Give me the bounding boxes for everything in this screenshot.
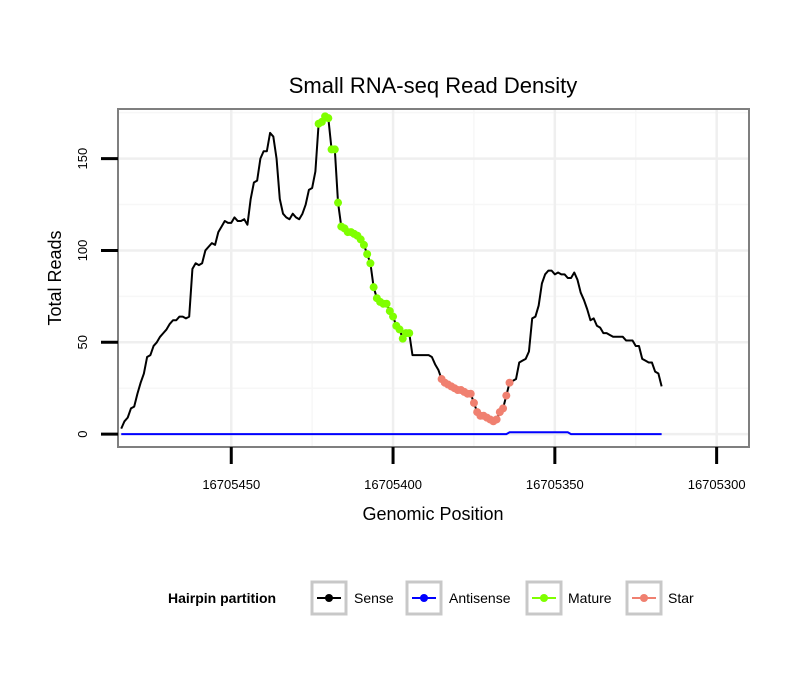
series-points	[314, 112, 514, 426]
legend-key-point-mature	[540, 594, 548, 602]
legend-title: Hairpin partition	[168, 590, 276, 606]
data-point-mature	[382, 299, 391, 308]
data-point-mature	[330, 145, 339, 154]
data-point-mature	[395, 325, 404, 334]
data-point-mature	[369, 283, 378, 292]
legend-label-antisense: Antisense	[449, 590, 511, 606]
legend-key-point-antisense	[420, 594, 428, 602]
y-tick-label: 100	[75, 240, 90, 262]
x-tick-label: 16705400	[364, 477, 422, 492]
series-line-antisense	[121, 431, 662, 436]
data-point-mature	[363, 250, 372, 259]
grid	[118, 109, 749, 447]
x-tick-label: 16705350	[526, 477, 584, 492]
plot-panel-border	[117, 108, 750, 448]
data-point-mature	[389, 312, 398, 321]
legend: Hairpin partition Sense Antisense Mature St…	[168, 580, 694, 616]
y-tick-label: 150	[75, 148, 90, 170]
chart-title: Small RNA-seq Read Density	[289, 73, 578, 98]
plot-background	[118, 109, 749, 447]
y-tick-label: 50	[75, 335, 90, 349]
data-point-star	[499, 404, 508, 413]
data-point-mature	[324, 114, 333, 123]
x-tick-label: 16705450	[202, 477, 260, 492]
data-point-star	[466, 389, 475, 398]
x-tick-label: 16705300	[688, 477, 746, 492]
y-axis-title: Total Reads	[45, 230, 65, 325]
x-axis-title: Genomic Position	[362, 504, 503, 524]
data-point-star	[469, 398, 478, 407]
legend-key-point-sense	[325, 594, 333, 602]
y-axis: 0 50 100 150	[75, 148, 118, 438]
data-point-star	[505, 378, 514, 387]
legend-label-sense: Sense	[354, 590, 394, 606]
x-axis: 16705450 16705400 16705350 16705300	[202, 447, 746, 492]
data-point-mature	[359, 240, 368, 249]
data-point-mature	[405, 329, 414, 338]
data-point-star	[492, 415, 501, 424]
data-point-mature	[334, 198, 343, 207]
data-point-star	[502, 391, 511, 400]
legend-label-mature: Mature	[568, 590, 612, 606]
legend-label-star: Star	[668, 590, 694, 606]
data-point-mature	[366, 259, 375, 268]
legend-key-point-star	[640, 594, 648, 602]
y-tick-label: 0	[75, 431, 90, 438]
